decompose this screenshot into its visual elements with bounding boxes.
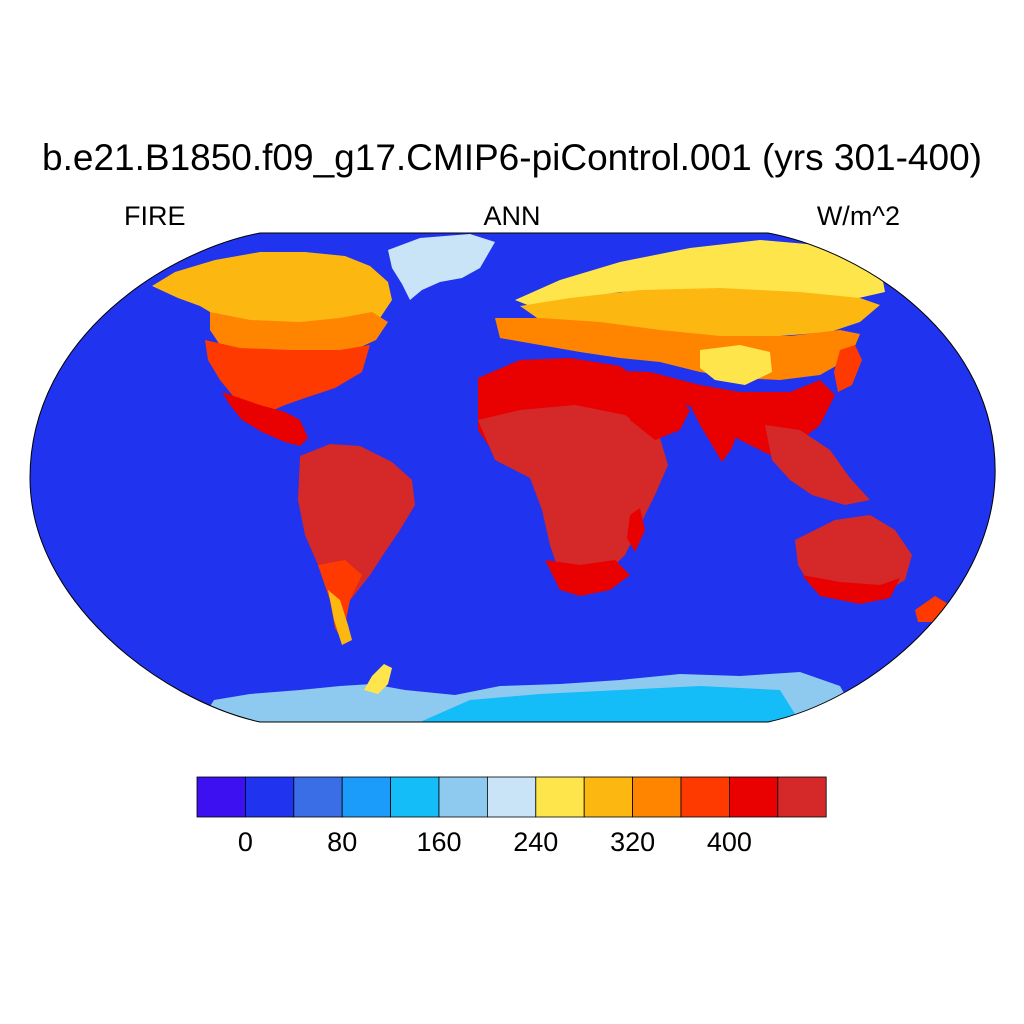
colorbar-tick-label: 400: [707, 827, 752, 857]
region-australia-south: [802, 575, 900, 604]
region-africa-south: [545, 560, 630, 596]
colorbar-tick-labels: 0 80 160 240 320 400: [238, 827, 752, 857]
region-north-america-south: [205, 340, 370, 415]
colorbar-tick-label: 160: [416, 827, 461, 857]
colorbar-box-1: [244, 776, 295, 818]
region-central-america: [222, 392, 308, 446]
colorbar-box-7: [535, 776, 585, 818]
region-japan: [834, 345, 862, 392]
region-new-zealand: [915, 596, 950, 622]
colorbar-box-10: [680, 776, 730, 818]
colorbar-box-2: [293, 776, 343, 818]
season-label: ANN: [483, 201, 541, 231]
region-australia: [795, 515, 912, 598]
colorbar-box-9: [632, 776, 682, 818]
region-north-america: [152, 252, 392, 336]
region-greenland: [388, 234, 495, 300]
region-southeast-asia: [765, 425, 870, 505]
colorbar-tick-label: 80: [327, 827, 357, 857]
variable-label: FIRE: [124, 201, 186, 231]
colorbar-box-5: [438, 776, 488, 818]
region-antarctic-peninsula: [364, 664, 392, 694]
colorbar-box-12: [777, 776, 827, 818]
colorbar-tick-label: 320: [610, 827, 655, 857]
map-boundary: [29, 232, 996, 723]
region-arabia: [620, 380, 690, 440]
colorbar-box-0: [196, 776, 246, 818]
colorbar-box-4: [390, 776, 440, 818]
colorbar-box-11: [729, 776, 779, 818]
region-antarctica-plateau: [420, 686, 800, 722]
units-label: W/m^2: [816, 201, 900, 231]
region-tibetan-plateau: [700, 345, 772, 385]
region-eurasia-north: [515, 240, 885, 308]
colorbar-box-8: [583, 776, 634, 818]
colorbar-box-6: [486, 776, 537, 818]
plot-title: b.e21.B1850.f09_g17.CMIP6-piControl.001 …: [42, 137, 982, 178]
region-india: [690, 405, 740, 462]
colorbar-box-3: [341, 776, 392, 818]
region-africa-central: [478, 405, 668, 585]
colorbar-tick-label: 0: [238, 827, 253, 857]
region-andes: [328, 590, 352, 645]
colorbar-tick-label: 240: [513, 827, 558, 857]
region-madagascar: [627, 508, 645, 552]
colorbar-boxes: [196, 776, 827, 818]
